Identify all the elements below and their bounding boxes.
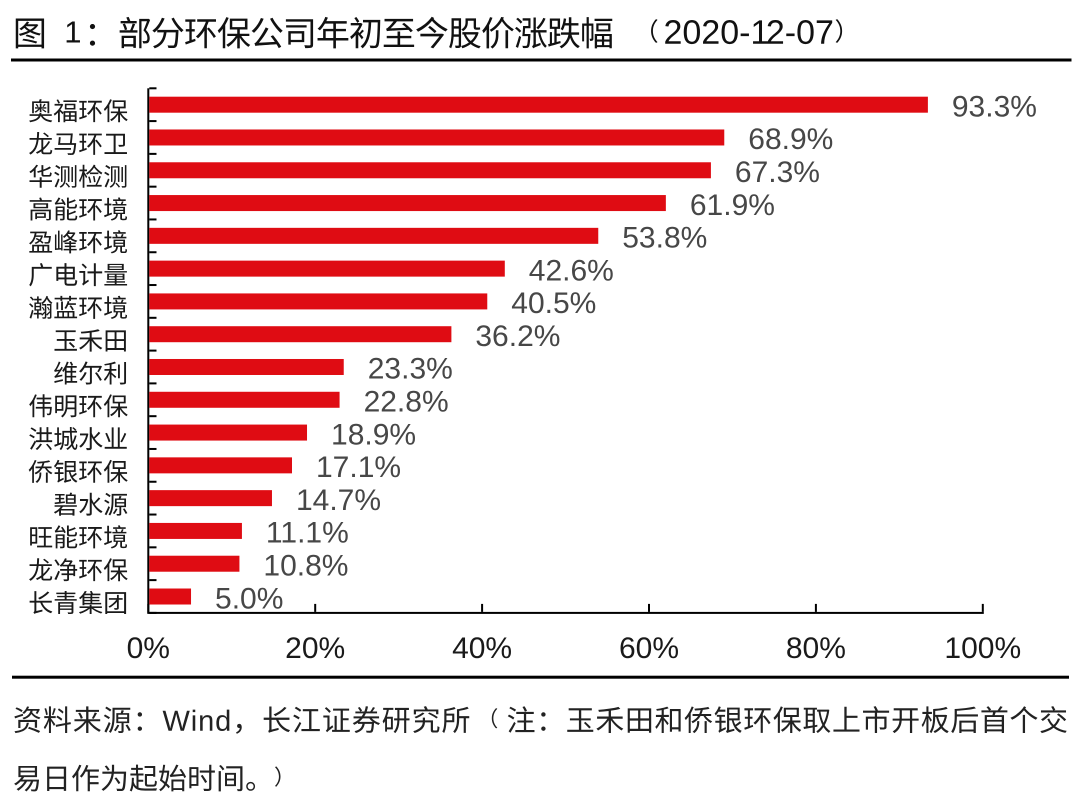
svg-text:60%: 60% xyxy=(619,632,679,665)
svg-text:17.1%: 17.1% xyxy=(316,451,401,484)
svg-text:53.8%: 53.8% xyxy=(622,222,707,255)
svg-text:40.5%: 40.5% xyxy=(511,287,596,320)
svg-text:1: 1 xyxy=(64,15,81,50)
svg-text:10.8%: 10.8% xyxy=(263,549,348,582)
svg-text:36.2%: 36.2% xyxy=(475,320,560,353)
svg-text:93.3%: 93.3% xyxy=(952,90,1037,123)
svg-text:5.0%: 5.0% xyxy=(215,582,283,615)
svg-text:11.1%: 11.1% xyxy=(266,517,349,550)
svg-text:0%: 0% xyxy=(127,632,170,665)
svg-text:14.7%: 14.7% xyxy=(296,484,381,517)
svg-text:67.3%: 67.3% xyxy=(735,156,820,189)
svg-text:18.9%: 18.9% xyxy=(331,418,416,451)
svg-text:61.9%: 61.9% xyxy=(690,189,775,222)
svg-text:100%: 100% xyxy=(944,632,1021,665)
svg-text:23.3%: 23.3% xyxy=(368,353,453,386)
svg-text:80%: 80% xyxy=(786,632,846,665)
svg-text:22.8%: 22.8% xyxy=(364,386,449,419)
svg-text:68.9%: 68.9% xyxy=(748,123,833,156)
svg-text:20%: 20% xyxy=(285,632,345,665)
svg-text:42.6%: 42.6% xyxy=(529,254,614,287)
svg-text:40%: 40% xyxy=(452,632,512,665)
